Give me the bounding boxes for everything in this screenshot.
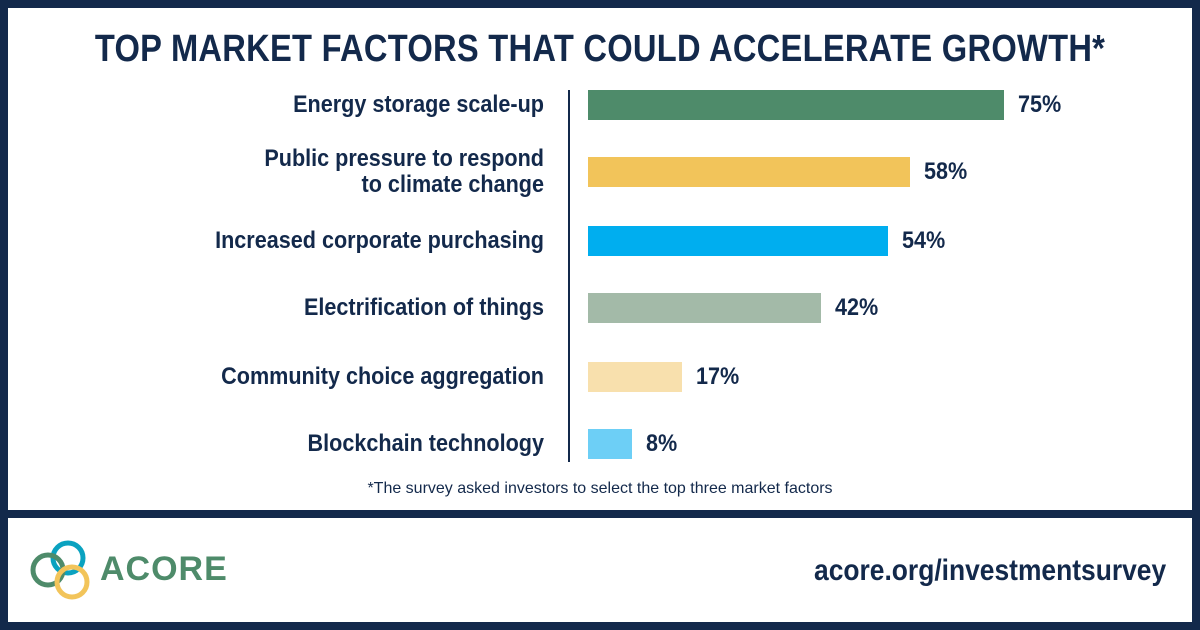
category-label: Electrification of things: [303, 294, 544, 321]
logo-text: ACORE: [100, 550, 228, 588]
category-label: Public pressure to respond to climate ch…: [264, 145, 544, 198]
value-label: 42%: [834, 294, 879, 321]
value-label: 8%: [646, 430, 678, 457]
category-label: Energy storage scale-up: [293, 91, 544, 118]
value-label: 54%: [901, 227, 945, 254]
chart-panel: TOP MARKET FACTORS THAT COULD ACCELERATE…: [8, 8, 1192, 510]
chart-title: TOP MARKET FACTORS THAT COULD ACCELERATE…: [94, 28, 1106, 70]
category-label: Increased corporate purchasing: [215, 227, 544, 254]
value-label: 58%: [923, 158, 967, 185]
footnote: *The survey asked investors to select th…: [367, 480, 833, 497]
value-label: 17%: [696, 363, 740, 390]
y-axis-line: [568, 90, 570, 462]
bar: [588, 226, 888, 256]
bar: [588, 362, 683, 392]
footer: ACORE acore.org/investmentsurvey: [8, 518, 1192, 622]
value-label: 75%: [1018, 91, 1062, 118]
bar: [588, 293, 821, 323]
acore-rings-logo-icon: [30, 540, 90, 600]
survey-url-link[interactable]: acore.org/investmentsurvey: [813, 554, 1166, 587]
category-label: Blockchain technology: [307, 430, 544, 457]
bar: [588, 157, 910, 187]
bar: [588, 429, 633, 459]
bar: [588, 90, 1004, 120]
category-label: Community choice aggregation: [221, 363, 544, 390]
